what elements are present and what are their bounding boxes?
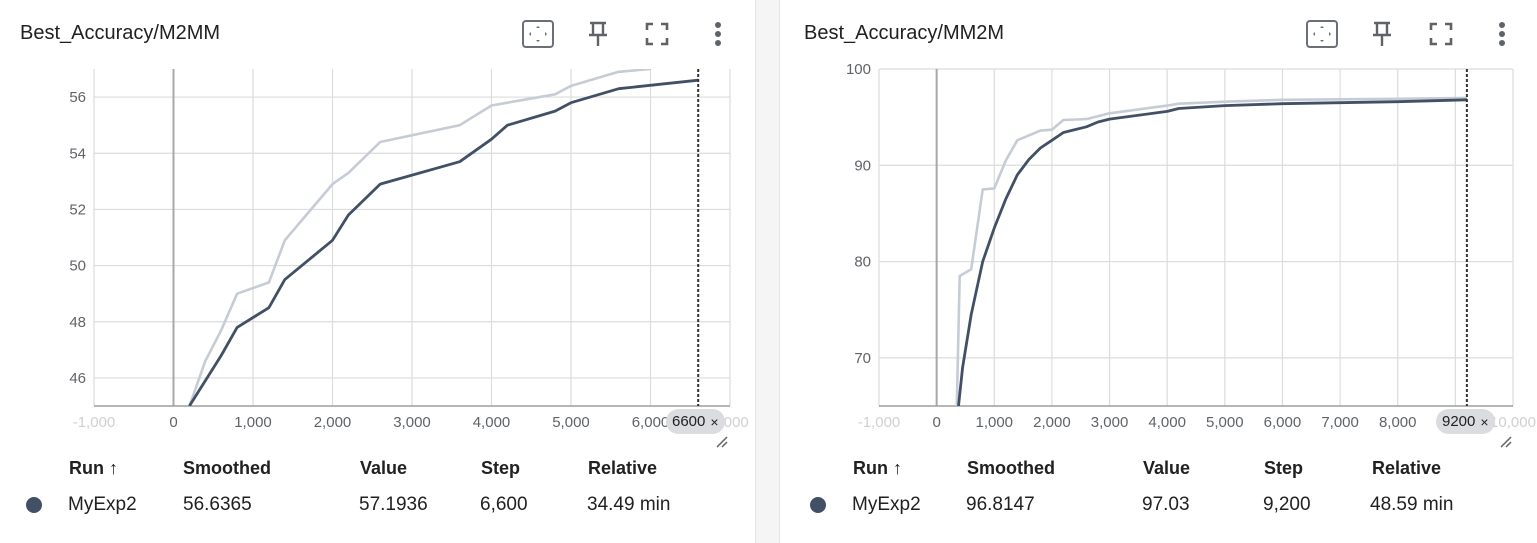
- column-header-run[interactable]: Run ↑: [853, 458, 902, 478]
- x-tick-label: 6,000: [632, 414, 670, 431]
- y-tick-label: 46: [69, 370, 86, 387]
- cell-run: MyExp2: [68, 494, 137, 515]
- x-tick-label: 1,000: [975, 414, 1013, 431]
- cell-smoothed: 96.8147: [966, 494, 1035, 515]
- cell-relative: 48.59 min: [1370, 494, 1454, 515]
- x-tick-label: 7,000: [1321, 414, 1359, 431]
- fit-domain-button[interactable]: [522, 18, 554, 50]
- y-tick-label: 100: [846, 61, 871, 78]
- column-header-run[interactable]: Run ↑: [69, 458, 118, 478]
- x-tick-label: 2,000: [1033, 414, 1071, 431]
- x-tick-label: 3,000: [393, 414, 431, 431]
- y-tick-label: 56: [69, 89, 86, 106]
- fullscreen-icon: [1429, 22, 1453, 46]
- fit-domain-icon: [522, 20, 554, 48]
- run-color-dot: [810, 497, 826, 513]
- y-tick-label: 54: [69, 145, 86, 162]
- y-tick-label: 70: [854, 350, 871, 367]
- resize-handle-icon[interactable]: [716, 436, 728, 448]
- close-icon[interactable]: ×: [710, 413, 719, 430]
- x-tick-label: 5,000: [1206, 414, 1244, 431]
- x-tick-label: -1,000: [73, 414, 116, 431]
- y-tick-label: 90: [854, 157, 871, 174]
- y-tick-label: 52: [69, 201, 86, 218]
- more-options-button[interactable]: [702, 18, 734, 50]
- x-tick-label: 1,000: [234, 414, 272, 431]
- step-chip-label: 9200: [1442, 413, 1476, 430]
- line-chart-m2mm[interactable]: 46 48 50 52 54 56 -1,000 0 1,000 2,000 3,000 4,000 5…: [0, 0, 755, 455]
- step-chip[interactable]: 6600 ×: [666, 409, 725, 434]
- pin-button[interactable]: [582, 18, 614, 50]
- x-tick-label: 4,000: [473, 414, 511, 431]
- fit-domain-button[interactable]: [1306, 18, 1338, 50]
- cell-relative: 34.49 min: [587, 494, 671, 515]
- chart-title: Best_Accuracy/MM2M: [804, 22, 1005, 44]
- fit-domain-icon: [1306, 20, 1338, 48]
- fullscreen-button[interactable]: [641, 18, 673, 50]
- column-header-smoothed[interactable]: Smoothed: [967, 458, 1055, 478]
- x-tick-label: 5,000: [552, 414, 590, 431]
- cell-step: 6,600: [480, 494, 528, 515]
- x-tick-label: 6,000: [1264, 414, 1302, 431]
- cell-value: 97.03: [1142, 494, 1190, 515]
- more-options-button[interactable]: [1486, 18, 1518, 50]
- panel-divider: [755, 0, 780, 543]
- x-tick-label: 8,000: [1379, 414, 1417, 431]
- cell-value: 57.1936: [359, 494, 428, 515]
- column-header-step[interactable]: Step: [1264, 458, 1304, 478]
- x-tick-label: 0: [169, 414, 177, 431]
- column-header-relative[interactable]: Relative: [1372, 458, 1442, 478]
- column-header-smoothed[interactable]: Smoothed: [183, 458, 271, 478]
- chart-card-m2mm: Best_Accuracy/M2MM 46 48 50 52 54 56 -1,000 0 1,…: [0, 0, 755, 543]
- x-tick-label: 3,000: [1091, 414, 1129, 431]
- cell-step: 9,200: [1263, 494, 1311, 515]
- pin-button[interactable]: [1366, 18, 1398, 50]
- fullscreen-button[interactable]: [1425, 18, 1457, 50]
- y-tick-label: 48: [69, 314, 86, 331]
- step-chip[interactable]: 9200 ×: [1436, 409, 1495, 434]
- cell-smoothed: 56.6365: [183, 494, 252, 515]
- resize-handle-icon[interactable]: [1500, 436, 1512, 448]
- column-header-value[interactable]: Value: [360, 458, 408, 478]
- line-chart-mm2m[interactable]: 70 80 90 100 -1,000 0 1,000 2,000 3,000 4,000 5,00…: [780, 0, 1537, 455]
- cell-run: MyExp2: [852, 494, 921, 515]
- y-tick-label: 80: [854, 254, 871, 271]
- column-header-step[interactable]: Step: [481, 458, 521, 478]
- x-tick-label: -1,000: [858, 414, 901, 431]
- more-vert-icon: [715, 22, 721, 46]
- column-header-relative[interactable]: Relative: [588, 458, 658, 478]
- step-chip-label: 6600: [672, 413, 706, 430]
- run-color-dot: [26, 497, 42, 513]
- smoothed-series-line: [188, 78, 699, 406]
- x-tick-label: 0: [932, 414, 940, 431]
- pin-icon: [1373, 21, 1391, 46]
- x-tick-label: 10,000: [1490, 414, 1536, 431]
- pin-icon: [589, 21, 607, 46]
- raw-series-line: [188, 69, 651, 406]
- column-header-value[interactable]: Value: [1143, 458, 1191, 478]
- smoothed-series-line: [957, 98, 1467, 406]
- x-tick-label: 2,000: [314, 414, 352, 431]
- more-vert-icon: [1499, 22, 1505, 46]
- raw-series-line: [955, 96, 1467, 406]
- chart-title: Best_Accuracy/M2MM: [20, 22, 221, 44]
- close-icon[interactable]: ×: [1480, 413, 1489, 430]
- x-tick-label: 4,000: [1148, 414, 1186, 431]
- chart-card-mm2m: Best_Accuracy/MM2M 70 80 90 100 -1,000 0 1,000…: [780, 0, 1537, 543]
- y-tick-label: 50: [69, 258, 86, 275]
- fullscreen-icon: [645, 22, 669, 46]
